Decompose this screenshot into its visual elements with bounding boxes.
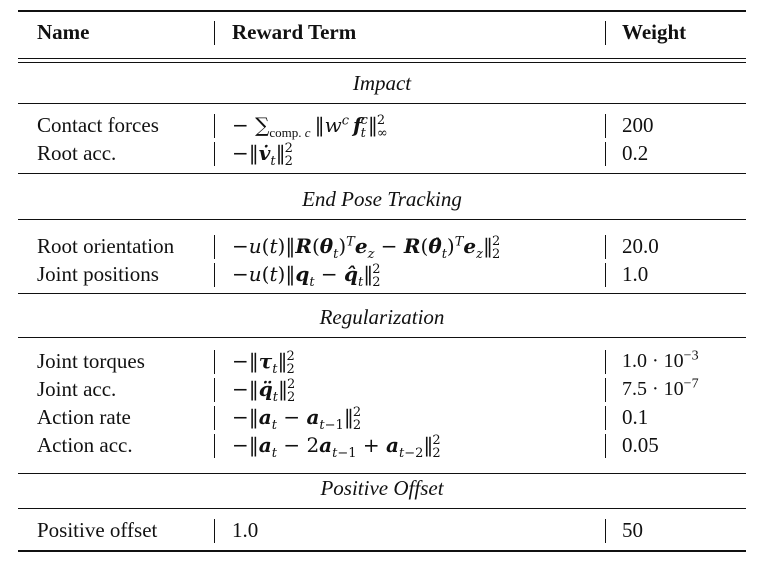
- section-rule: [18, 337, 746, 338]
- row-weight: 0.05: [622, 433, 659, 457]
- section-title-regularization: Regularization: [319, 305, 445, 329]
- row-weight: 20.0: [622, 234, 659, 258]
- table-header-row: Name Reward Term Weight: [18, 18, 746, 46]
- column-divider: [605, 406, 606, 430]
- header-double-rule-top: [18, 58, 746, 59]
- header-name: Name: [37, 20, 90, 44]
- section-rule: [18, 103, 746, 104]
- row-term-formula: −‖τt‖ 2 2: [232, 348, 295, 377]
- column-divider: [605, 378, 606, 402]
- column-divider: [214, 406, 215, 430]
- row-weight: 0.2: [622, 141, 649, 165]
- row-name: Contact forces: [37, 113, 159, 137]
- column-divider: [214, 434, 215, 458]
- header-double-rule-bottom: [18, 62, 746, 63]
- section-title-end-pose-tracking: End Pose Tracking: [302, 187, 462, 211]
- column-divider: [605, 235, 606, 259]
- section-rule: [18, 173, 746, 174]
- section-rule: [18, 293, 746, 294]
- column-divider: [605, 21, 606, 45]
- row-term-formula: −u(t)‖qt − q̂t‖ 2 2: [232, 261, 381, 290]
- column-divider: [214, 263, 215, 287]
- row-term: 1.0: [232, 518, 259, 542]
- row-name: Action acc.: [37, 433, 133, 457]
- table-bottom-rule: [18, 550, 746, 552]
- table-row: Positive offset 1.0 50: [18, 516, 746, 544]
- row-weight: 0.1: [622, 405, 649, 429]
- row-name: Action rate: [37, 405, 131, 429]
- column-divider: [214, 142, 215, 166]
- row-name: Root acc.: [37, 141, 117, 165]
- row-name: Joint positions: [37, 262, 159, 286]
- column-divider: [605, 142, 606, 166]
- table-row: Contact forces − ∑comp. c ‖wc f c t ‖ 2 ∞ 200: [18, 111, 746, 141]
- column-divider: [605, 350, 606, 374]
- column-divider: [605, 519, 606, 543]
- row-name: Root orientation: [37, 234, 175, 258]
- table-row: Joint positions −u(t)‖qt − q̂t‖ 2 2 1.0: [18, 260, 746, 290]
- table-row: Joint torques −‖τt‖ 2 2 1.0 · 10−3: [18, 347, 746, 377]
- table-row: Joint acc. −‖q̈t‖ 2 2 7.5 · 10−7: [18, 375, 746, 405]
- column-divider: [214, 235, 215, 259]
- row-name: Joint acc.: [37, 377, 117, 401]
- row-term-formula: −‖at − at−1‖ 2 2: [232, 404, 362, 433]
- row-name: Positive offset: [37, 518, 158, 542]
- row-weight-formula: 1.0 · 10−3: [622, 348, 699, 372]
- column-divider: [605, 434, 606, 458]
- table-row: Action rate −‖at − at−1‖ 2 2 0.1: [18, 403, 746, 433]
- row-term-formula: − ∑comp. c ‖wc f c t ‖ 2 ∞: [232, 112, 388, 141]
- section-rule: [18, 508, 746, 509]
- row-term-formula: −‖q̈t‖ 2 2: [232, 376, 296, 405]
- column-divider: [214, 519, 215, 543]
- row-term-formula: −‖v̇t‖ 2 2: [232, 140, 293, 169]
- column-divider: [605, 263, 606, 287]
- column-divider: [214, 378, 215, 402]
- header-weight: Weight: [622, 20, 687, 44]
- row-weight: 50: [622, 518, 643, 542]
- table-row: Action acc. −‖at − 2at−1 + at−2‖ 2 2 0.05: [18, 431, 746, 461]
- table-top-rule: [18, 10, 746, 12]
- section-rule: [18, 473, 746, 474]
- column-divider: [214, 350, 215, 374]
- column-divider: [214, 21, 215, 45]
- row-name: Joint torques: [37, 349, 145, 373]
- column-divider: [605, 114, 606, 138]
- section-rule: [18, 219, 746, 220]
- column-divider: [214, 114, 215, 138]
- table-row: Root orientation −u(t)‖R(θt)Tez − R(θ̂t)…: [18, 232, 746, 262]
- row-term-formula: −u(t)‖R(θt)Tez − R(θ̂t)Tez‖ 2 2: [232, 233, 501, 262]
- row-term-formula: −‖at − 2at−1 + at−2‖ 2 2: [232, 432, 441, 461]
- section-title-positive-offset: Positive Offset: [320, 476, 444, 500]
- table-row: Root acc. −‖v̇t‖ 2 2 0.2: [18, 139, 746, 169]
- row-weight-formula: 7.5 · 10−7: [622, 376, 699, 400]
- section-title-impact: Impact: [352, 71, 412, 95]
- row-weight: 200: [622, 113, 654, 137]
- row-weight: 1.0: [622, 262, 649, 286]
- header-reward-term: Reward Term: [232, 20, 357, 44]
